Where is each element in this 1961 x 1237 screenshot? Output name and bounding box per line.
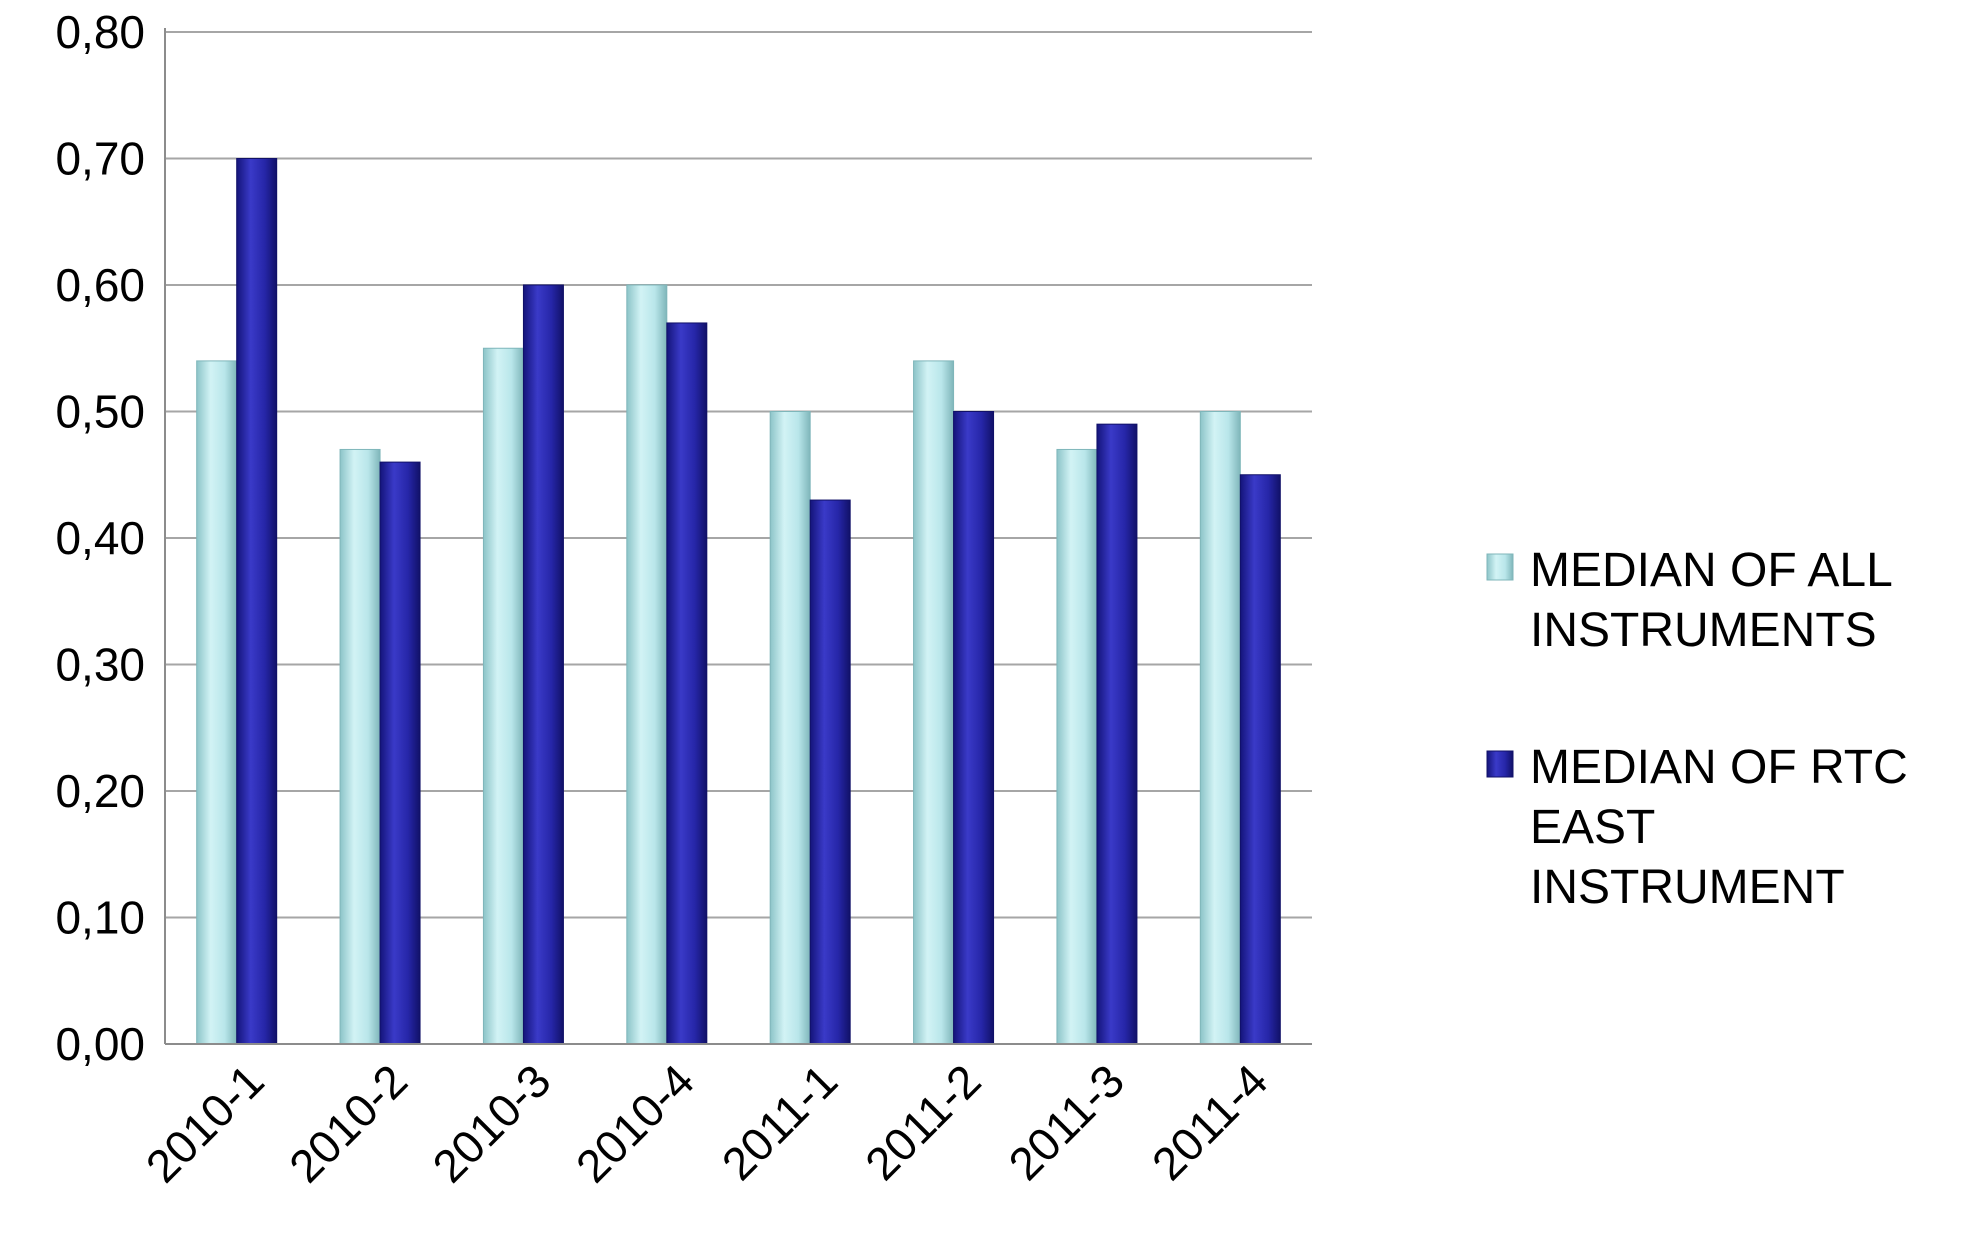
y-tick-label: 0,00 <box>55 1018 145 1070</box>
bar-all-instruments <box>196 360 238 1045</box>
gridlines <box>165 31 1312 919</box>
bar-rtc-east-instrument <box>379 461 421 1045</box>
y-tick-label: 0,30 <box>55 639 145 691</box>
bar-all-instruments <box>339 448 381 1045</box>
legend-label-rtc-east-line-2: EAST <box>1530 801 1655 854</box>
x-tick-label: 2010-4 <box>566 1054 704 1192</box>
bar-all-instruments <box>769 411 811 1045</box>
legend-label-all-instruments-line-2: INSTRUMENTS <box>1530 604 1877 657</box>
bar-rtc-east-instrument <box>809 499 851 1045</box>
bars <box>196 158 1281 1045</box>
legend: MEDIAN OF ALL INSTRUMENTS MEDIAN OF RTC … <box>1486 544 1908 914</box>
bar-all-instruments <box>1199 411 1241 1045</box>
bar-all-instruments <box>626 284 668 1045</box>
bar-rtc-east-instrument <box>1096 423 1138 1045</box>
x-tick-label: 2011-1 <box>712 1054 848 1190</box>
x-tick-label: 2010-3 <box>422 1054 560 1192</box>
bar-rtc-east-instrument <box>1239 474 1281 1045</box>
y-tick-label: 0,80 <box>55 6 145 58</box>
y-tick-label: 0,20 <box>55 765 145 817</box>
x-tick-label: 2011-3 <box>998 1054 1134 1190</box>
bar-all-instruments <box>1056 448 1098 1045</box>
legend-label-rtc-east-line-1: MEDIAN OF RTC <box>1530 741 1908 794</box>
bar-rtc-east-instrument <box>522 284 564 1045</box>
x-tick-label: 2011-4 <box>1142 1054 1278 1190</box>
y-tick-label: 0,60 <box>55 259 145 311</box>
legend-swatch-all-instruments <box>1486 553 1514 581</box>
y-tick-label: 0,10 <box>55 892 145 944</box>
legend-label-rtc-east-line-3: INSTRUMENT <box>1530 861 1845 914</box>
legend-label-all-instruments-line-1: MEDIAN OF ALL <box>1530 544 1893 597</box>
bar-rtc-east-instrument <box>666 322 708 1045</box>
legend-swatch-rtc-east-instrument <box>1486 750 1514 778</box>
x-tick-label: 2010-2 <box>279 1054 417 1192</box>
bar-all-instruments <box>913 360 955 1045</box>
y-tick-label: 0,70 <box>55 133 145 185</box>
y-tick-label: 0,40 <box>55 512 145 564</box>
bar-all-instruments <box>482 347 524 1045</box>
bar-rtc-east-instrument <box>953 411 995 1045</box>
x-tick-label: 2010-1 <box>136 1054 274 1192</box>
x-tick-label: 2011-2 <box>855 1054 991 1190</box>
bar-rtc-east-instrument <box>236 158 278 1045</box>
y-tick-label: 0,50 <box>55 386 145 438</box>
